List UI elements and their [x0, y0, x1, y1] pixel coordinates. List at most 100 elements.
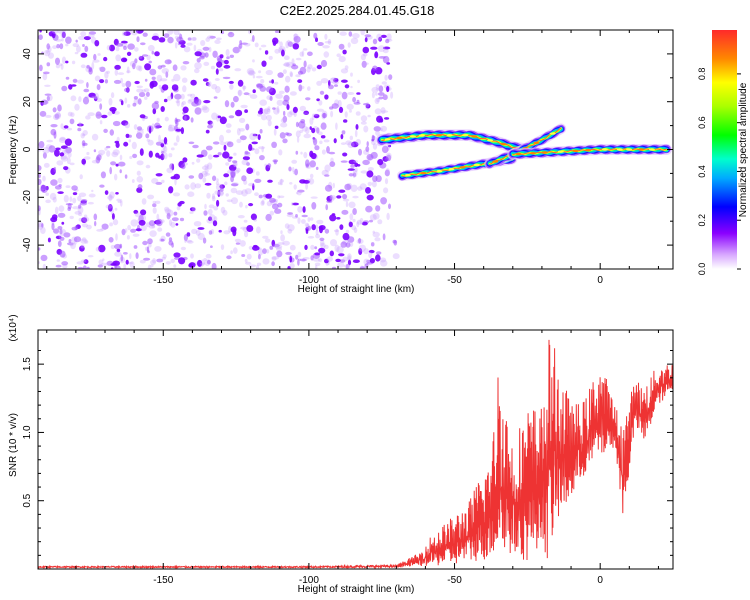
- noise-blob: [176, 205, 181, 211]
- noise-blob: [355, 138, 361, 146]
- noise-blob: [291, 202, 294, 206]
- noise-blob: [64, 138, 72, 146]
- noise-blob: [352, 218, 356, 223]
- noise-blob: [126, 66, 130, 74]
- noise-blob: [117, 200, 122, 204]
- noise-blob: [373, 126, 381, 132]
- noise-blob: [244, 152, 251, 157]
- noise-blob: [372, 230, 376, 234]
- noise-blob: [116, 198, 122, 202]
- noise-blob: [332, 81, 339, 85]
- noise-blob: [131, 179, 135, 183]
- noise-blob: [305, 229, 309, 234]
- noise-blob: [61, 221, 65, 225]
- noise-blob: [268, 55, 273, 60]
- noise-blob: [385, 168, 390, 176]
- noise-blob: [207, 208, 213, 215]
- noise-blob: [168, 219, 173, 226]
- noise-blob: [273, 128, 277, 136]
- noise-blob: [257, 134, 261, 141]
- noise-blob: [316, 108, 324, 112]
- noise-blob: [324, 33, 328, 40]
- lower-branch-peak: [459, 166, 466, 169]
- noise-blob: [358, 244, 366, 252]
- noise-blob: [241, 254, 246, 257]
- noise-blob: [323, 51, 330, 58]
- colorbar-tick-label: 0.0: [697, 263, 707, 276]
- noise-blob: [297, 251, 302, 258]
- noise-blob: [278, 195, 285, 199]
- crossing-branch-peak: [533, 141, 540, 144]
- noise-blob: [347, 92, 355, 95]
- noise-blob: [143, 88, 150, 92]
- noise-blob: [271, 256, 277, 261]
- noise-blob: [93, 53, 97, 61]
- noise-blob: [253, 218, 257, 222]
- noise-blob: [276, 246, 282, 252]
- noise-blob: [369, 214, 377, 221]
- noise-blob: [77, 123, 84, 127]
- noise-blob: [352, 208, 357, 215]
- noise-blob: [303, 112, 309, 115]
- noise-blob: [125, 80, 132, 88]
- noise-blob: [311, 67, 317, 72]
- noise-blob: [319, 237, 325, 241]
- noise-blob: [127, 104, 131, 108]
- y-tick-label: 0: [22, 146, 33, 152]
- noise-blob: [58, 184, 62, 187]
- noise-blob: [173, 142, 178, 146]
- noise-blob: [326, 256, 333, 262]
- noise-blob: [80, 64, 86, 69]
- noise-blob: [53, 131, 57, 139]
- noise-blob: [161, 68, 170, 74]
- noise-blob: [340, 142, 347, 146]
- noise-blob: [140, 42, 146, 46]
- noise-blob: [261, 114, 267, 121]
- upper-branch-peak: [396, 136, 403, 140]
- noise-blob: [376, 98, 380, 103]
- upper-branch-peak: [471, 135, 478, 138]
- noise-blob: [375, 205, 381, 212]
- snr-ylabel: SNR (10 * v/v): [8, 413, 19, 477]
- noise-blob: [220, 244, 225, 251]
- noise-blob: [353, 160, 359, 163]
- noise-blob: [376, 33, 382, 41]
- noise-blob: [69, 162, 75, 166]
- noise-blob: [289, 244, 296, 251]
- noise-blob: [295, 74, 301, 78]
- x-tick-label: -50: [447, 275, 462, 286]
- noise-blob: [203, 210, 208, 216]
- noise-blob: [78, 204, 82, 209]
- noise-blob: [320, 242, 326, 249]
- noise-blob: [374, 108, 382, 115]
- noise-blob: [295, 121, 299, 128]
- noise-blob: [222, 209, 228, 216]
- noise-blob: [382, 233, 386, 241]
- noise-blob: [193, 221, 202, 227]
- colorbar-tick-label: 0.8: [697, 68, 707, 81]
- noise-blob: [124, 174, 128, 179]
- noise-blob: [307, 236, 315, 239]
- noise-blob: [371, 86, 379, 93]
- noise-blob: [61, 38, 64, 42]
- noise-blob: [74, 225, 79, 231]
- noise-blob: [219, 116, 227, 125]
- noise-blob: [320, 122, 327, 130]
- noise-blob: [329, 195, 337, 200]
- noise-blob: [347, 253, 352, 261]
- noise-blob: [83, 88, 90, 93]
- noise-blob: [42, 71, 50, 75]
- noise-blob: [193, 44, 197, 52]
- noise-blob: [164, 116, 169, 122]
- noise-blob: [136, 160, 144, 166]
- noise-blob: [196, 158, 201, 163]
- noise-blob: [328, 151, 336, 155]
- noise-blob: [151, 76, 156, 81]
- noise-blob: [134, 80, 140, 85]
- noise-blob: [363, 103, 369, 106]
- noise-blob: [310, 255, 314, 261]
- noise-blob: [264, 238, 271, 243]
- noise-blob: [237, 215, 245, 219]
- noise-blob: [329, 77, 335, 84]
